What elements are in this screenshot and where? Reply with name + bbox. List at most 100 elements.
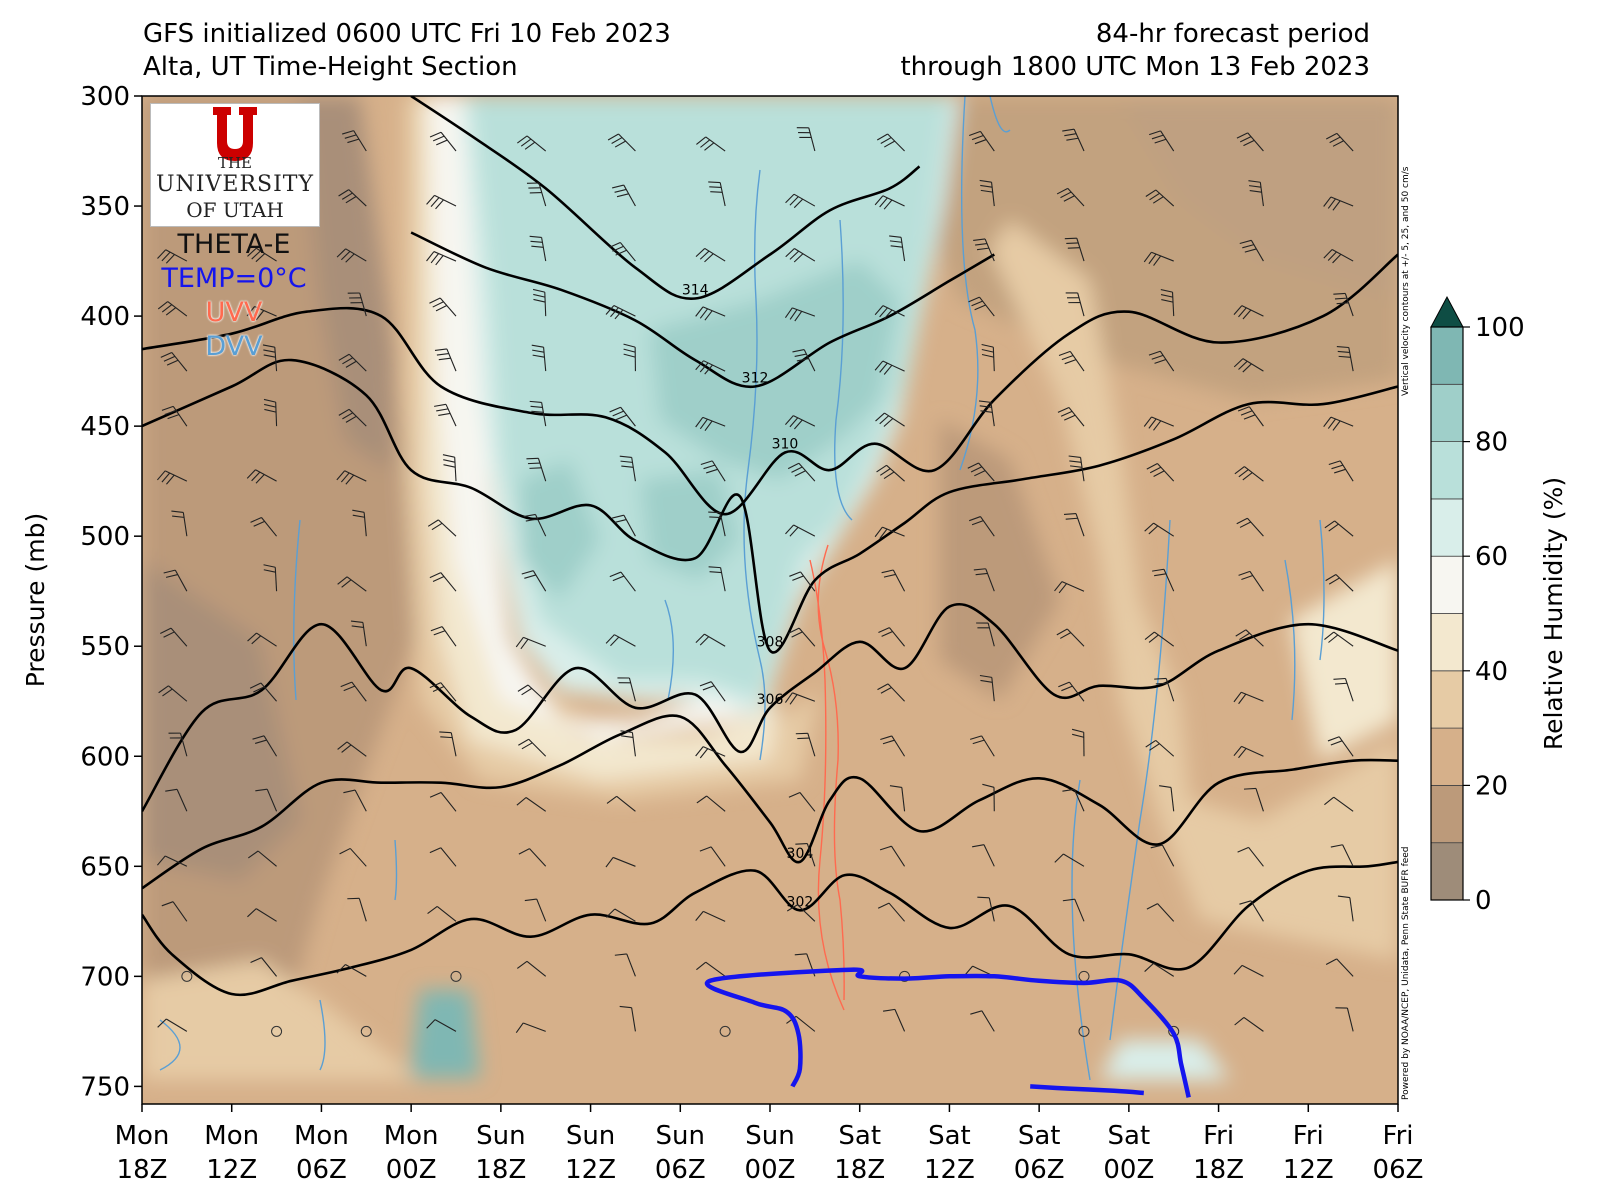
- wind-barb: [1234, 466, 1264, 482]
- wind-barb: [427, 905, 457, 922]
- wind-barb: [518, 848, 547, 867]
- wind-barb: [339, 847, 367, 867]
- wind-barb: [695, 746, 726, 759]
- wind-barb: [1057, 406, 1085, 427]
- wind-barb: [1237, 406, 1264, 427]
- theta-e-label-308: 308: [757, 635, 784, 651]
- wind-barb: [619, 1005, 636, 1032]
- x-tick-day: Sat: [1018, 1121, 1061, 1151]
- theta-e-line-310: [142, 253, 1398, 516]
- wind-barb: [878, 627, 905, 647]
- vertical-velocity-note: Vertical velocity contours at +/- 5, 25,…: [1401, 166, 1411, 396]
- colorbar-frame: [1430, 326, 1464, 901]
- legend-dvv: DVV: [205, 331, 263, 362]
- wind-barb: [252, 735, 278, 757]
- wind-barb: [247, 247, 277, 263]
- wind-barb: [881, 569, 906, 592]
- wind-barb: [876, 464, 905, 482]
- theta-e-label-304: 304: [787, 846, 814, 862]
- wind-barb: [785, 193, 816, 209]
- wind-barb: [1143, 251, 1174, 266]
- calm-wind-marker: [1078, 1025, 1090, 1037]
- theta-e-line-314: [410, 96, 921, 300]
- wind-barb: [515, 1022, 546, 1034]
- wind-barb: [708, 511, 726, 537]
- wind-barb: [1159, 785, 1175, 812]
- wind-barb: [605, 908, 636, 922]
- wind-barb: [882, 1008, 906, 1032]
- title-init: GFS initialized 0600 UTC Fri 10 Feb 2023: [143, 19, 671, 49]
- wind-barb: [1146, 903, 1175, 922]
- wind-barb: [1233, 964, 1264, 977]
- wind-barb: [880, 735, 906, 757]
- wind-barb: [523, 513, 547, 537]
- wind-barb: [529, 400, 547, 427]
- colorbar-tick-label: 100: [1475, 313, 1525, 343]
- wind-barb: [1143, 416, 1174, 431]
- wind-barb: [246, 306, 277, 321]
- wind-barb: [263, 398, 278, 427]
- wind-barb: [970, 1010, 995, 1032]
- x-tick-hour: 00Z: [386, 1155, 437, 1185]
- calm-wind-marker: [719, 1025, 731, 1037]
- wind-barb: [1323, 248, 1354, 264]
- wind-barb: [517, 684, 547, 702]
- y-tick-label: 600: [80, 742, 130, 772]
- wind-barb: [889, 235, 906, 262]
- wind-barb: [429, 572, 457, 592]
- wind-barb: [337, 741, 367, 757]
- theta-e-line-312: [410, 231, 995, 389]
- wind-barb: [160, 627, 188, 647]
- x-tick-day: Mon: [294, 1121, 349, 1151]
- wind-barb: [442, 454, 457, 482]
- wind-barb: [696, 795, 726, 812]
- wind-barb: [786, 904, 816, 922]
- wind-barb: [1337, 895, 1354, 922]
- legend-theta-e: THETA-E: [177, 229, 291, 260]
- wind-barb: [695, 306, 726, 321]
- wind-barb: [977, 896, 995, 922]
- wind-barb: [605, 634, 636, 647]
- x-tick-day: Sun: [745, 1121, 794, 1151]
- wind-barb: [157, 301, 188, 317]
- wind-barb: [1333, 677, 1354, 702]
- x-tick-hour: 12Z: [565, 1155, 616, 1185]
- wind-barb: [875, 412, 905, 427]
- x-tick-day: Fri: [1293, 1121, 1324, 1151]
- wind-barb: [350, 620, 367, 647]
- wind-barb: [792, 349, 816, 372]
- wind-barb: [342, 130, 367, 152]
- wind-barb: [352, 509, 367, 537]
- wind-barb: [788, 627, 816, 647]
- wind-barb: [1234, 1016, 1264, 1032]
- x-axis: Mon 18Z Mon 12Z Mon 06Z Mon 00Z Sun 18Z Sun 12Z Sun 0…: [115, 1104, 1423, 1185]
- wind-barb: [429, 682, 457, 702]
- wind-barb: [1324, 796, 1354, 812]
- x-tick-day: Fri: [1383, 1121, 1414, 1151]
- wind-barb: [165, 788, 188, 812]
- colorbar-segment: [1430, 842, 1464, 901]
- colorbar-segment: [1430, 727, 1464, 786]
- wind-barb: [1065, 292, 1085, 317]
- logo-university: UNIVERSITY: [156, 172, 314, 197]
- wind-barb: [247, 632, 277, 647]
- wind-barb: [171, 510, 188, 537]
- wind-barb: [532, 288, 547, 317]
- x-tick-hour: 12Z: [1283, 1155, 1334, 1185]
- wind-barb: [695, 247, 726, 263]
- wind-barb: [168, 732, 188, 757]
- wind-barb: [161, 901, 188, 922]
- wind-barb: [263, 564, 278, 592]
- wind-barb: [788, 791, 816, 812]
- wind-barb: [979, 674, 995, 702]
- wind-barb: [429, 131, 457, 152]
- temp-zero-contour: [704, 967, 1191, 1098]
- wind-barb: [1058, 350, 1085, 372]
- wind-barb: [874, 526, 905, 539]
- theta-e-label-310: 310: [772, 437, 799, 453]
- wind-barb: [1238, 570, 1264, 592]
- wind-barb: [785, 524, 816, 537]
- y-tick-label: 500: [80, 522, 130, 552]
- wind-barb: [429, 297, 457, 317]
